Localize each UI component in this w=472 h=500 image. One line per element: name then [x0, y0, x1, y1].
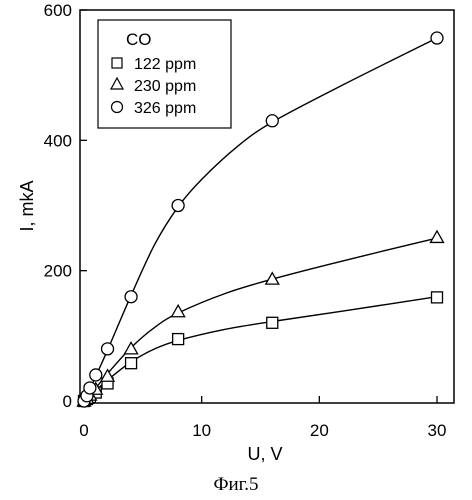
point-square [266, 316, 279, 329]
point-square [124, 357, 138, 370]
y-tick-label: 0 [63, 392, 72, 411]
point-circle [430, 31, 444, 45]
legend-box [97, 19, 232, 129]
x-tick-label: 0 [79, 421, 88, 440]
legend-triangle-icon [109, 76, 125, 90]
point-circle [83, 381, 97, 395]
point-circle [89, 368, 103, 382]
plot-frame [79, 9, 455, 404]
legend-circle-icon [110, 100, 124, 114]
legend-title: CO [126, 30, 152, 49]
point-circle [124, 290, 138, 304]
legend-label-122: 122 ppm [134, 56, 196, 73]
figure-caption: Фиг.5 [213, 474, 259, 495]
point-triangle [170, 303, 186, 318]
point-triangle [264, 271, 280, 285]
point-circle [265, 114, 279, 128]
legend: CO 122 ppm 230 ppm 326 ppm [97, 19, 232, 129]
legend-label-326: 326 ppm [134, 100, 196, 117]
point-circle [171, 198, 185, 213]
y-axis-label: I, mkA [17, 180, 37, 231]
point-circle [100, 342, 115, 356]
y-tick-label: 400 [44, 131, 72, 150]
curve-230-ppm [83, 237, 438, 402]
x-tick-label: 30 [428, 421, 447, 440]
legend-label-230: 230 ppm [134, 78, 196, 95]
curve-122-ppm [83, 296, 438, 402]
point-triangle [123, 341, 139, 355]
legend-square-icon [111, 57, 123, 69]
point-square [171, 332, 185, 346]
y-tick-label: 200 [44, 262, 72, 281]
point-triangle [429, 229, 445, 244]
point-triangle [99, 368, 116, 382]
y-tick-label: 600 [44, 1, 72, 20]
x-axis-label: U, V [247, 444, 282, 464]
x-tick-label: 20 [310, 421, 329, 440]
chart: 0 10 20 30 0 200 400 600 I, mkA U, V CO 122 ppm… [17, 1, 455, 464]
point-square [430, 291, 444, 304]
x-tick-label: 10 [192, 421, 211, 440]
